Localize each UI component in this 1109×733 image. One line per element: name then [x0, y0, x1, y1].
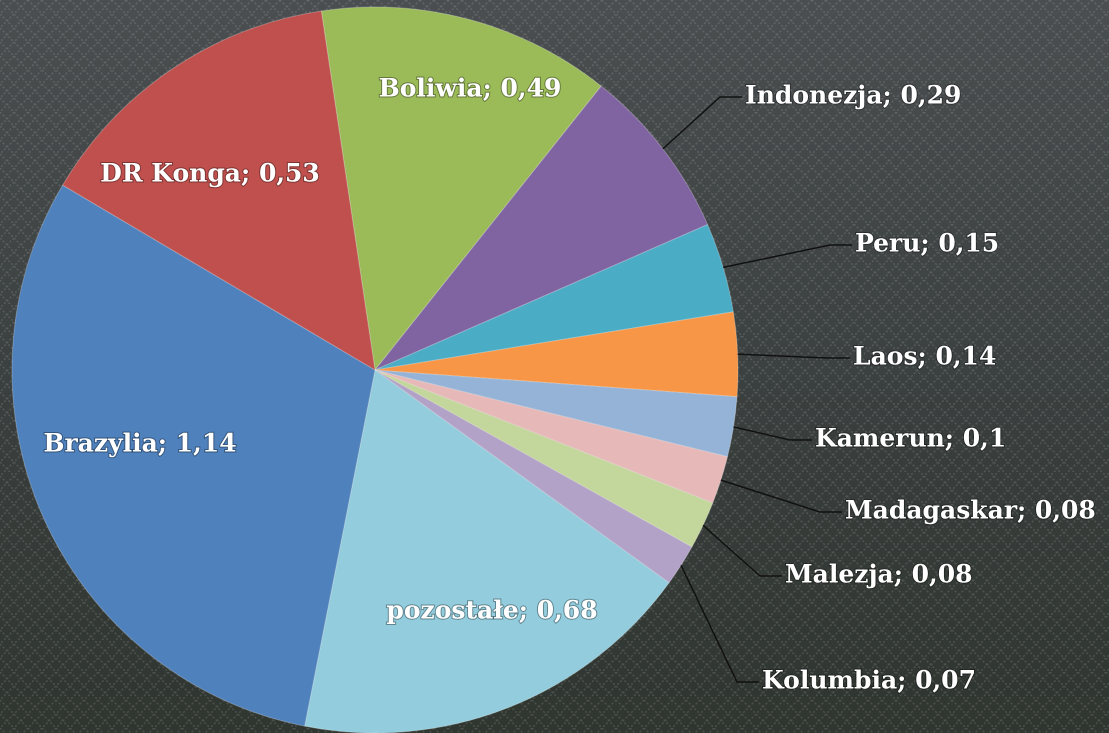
pie-slice	[374, 223, 734, 371]
leader-line	[662, 96, 742, 150]
data-label: Malezja; 0,08	[785, 560, 973, 589]
data-label: Madagaskar; 0,08	[845, 496, 1096, 525]
pie-slice	[320, 6, 602, 372]
leader-line	[702, 524, 782, 577]
data-label: Laos; 0,14	[853, 342, 996, 371]
data-label: Kamerun; 0,1	[815, 424, 1006, 453]
pie	[11, 6, 739, 733]
leader-line	[680, 564, 759, 683]
leader-line	[720, 479, 842, 513]
data-label: Peru; 0,15	[855, 229, 999, 258]
data-label: Brazylia; 1,14	[43, 429, 236, 458]
data-label: Kolumbia; 0,07	[762, 666, 976, 695]
data-label: DR Konga; 0,53	[100, 159, 320, 188]
leader-line	[723, 244, 852, 269]
pie-slice	[374, 369, 693, 584]
pie-slice	[61, 10, 376, 371]
pie-slice	[11, 184, 376, 727]
data-label: Boliwia; 0,49	[379, 74, 562, 103]
leader-line	[737, 353, 850, 359]
pie-slice	[304, 369, 670, 733]
data-label: Indonezja; 0,29	[745, 81, 961, 110]
pie-slice	[374, 369, 714, 548]
leader-line	[733, 426, 812, 441]
data-label: pozostałe; 0,68	[386, 596, 597, 625]
